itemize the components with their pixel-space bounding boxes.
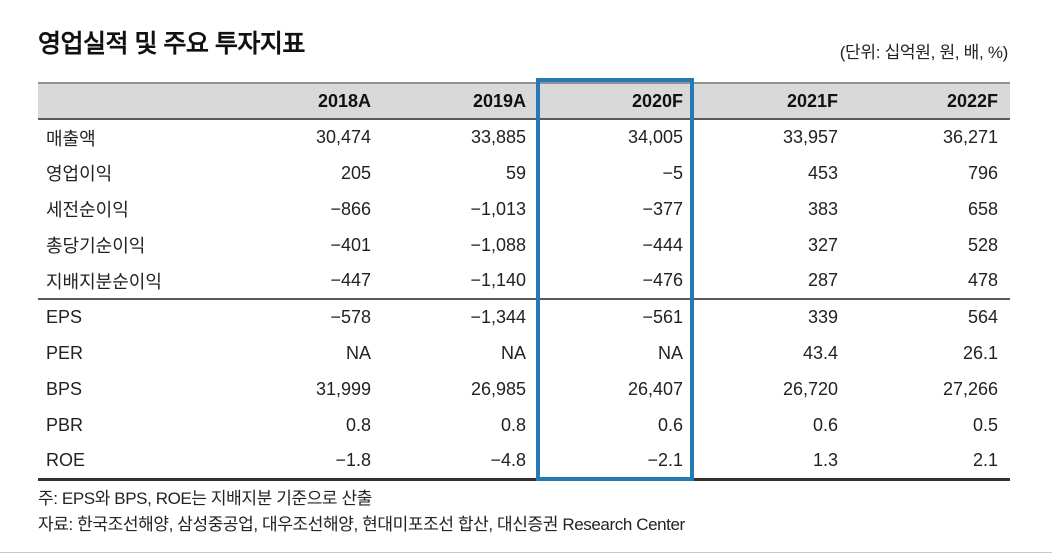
- row-label: PBR: [46, 414, 84, 435]
- cell-value: 30,474: [315, 127, 371, 147]
- cell-value: −561: [538, 298, 695, 335]
- cell-value: −578: [238, 298, 383, 335]
- cell-value: NA: [657, 342, 683, 363]
- row-label: 총당기순이익: [46, 236, 146, 256]
- table-row: PBR 0.8 0.8 0.6 0.6 0.5: [38, 407, 1010, 443]
- financial-table: 2018A 2019A 2020F 2021F 2022F 매출액 30,474 3…: [38, 82, 1010, 481]
- cell-value: −377: [642, 198, 683, 219]
- cell-value: 59: [505, 162, 526, 183]
- cell-value: −1,088: [470, 234, 526, 255]
- table-row: EPS −578 −1,344 −561 339 564: [38, 298, 1010, 335]
- table-row: 지배지분순이익 −447 −1,140 −476 287 478: [38, 263, 1010, 299]
- cell-value: −1,013: [470, 198, 526, 219]
- table-body: 매출액 30,474 33,885 34,005 33,957 36,271 영업이익 205…: [38, 119, 1010, 481]
- cell-value: −4.8: [383, 443, 538, 481]
- table-row: 매출액 30,474 33,885 34,005 33,957 36,271: [38, 119, 1010, 155]
- table-row: 영업이익 205 59 −5 453 796: [38, 155, 1010, 191]
- cell-value: −866: [330, 198, 371, 219]
- table-row: BPS 31,999 26,985 26,407 26,720 27,266: [38, 371, 1010, 407]
- cell-value: NA: [345, 342, 371, 363]
- cell-value: 34,005: [627, 127, 683, 147]
- cell-value: 26,720: [782, 378, 838, 399]
- cell-value: 658: [967, 198, 998, 219]
- cell-value: −444: [642, 234, 683, 255]
- row-label: PER: [46, 342, 84, 363]
- table-row: 세전순이익 −866 −1,013 −377 383 658: [38, 191, 1010, 227]
- unit-label: (단위: 십억원, 원, 배, %): [839, 43, 1009, 62]
- column-header-2020f: 2020F: [538, 82, 695, 120]
- cell-value: 43.4: [802, 342, 838, 363]
- cell-value: 528: [967, 234, 998, 255]
- table-row: PER NA NA NA 43.4 26.1: [38, 335, 1010, 371]
- cell-value: 478: [967, 270, 998, 290]
- cell-value: −1.8: [238, 443, 383, 481]
- cell-value: 31,999: [315, 378, 371, 399]
- cell-value: −401: [330, 234, 371, 255]
- cell-value: 27,266: [942, 378, 998, 399]
- column-header-2022f: 2022F: [850, 82, 1010, 120]
- row-label: 영업이익: [46, 164, 113, 184]
- cell-value: 453: [807, 162, 838, 183]
- cell-value: 327: [807, 234, 838, 255]
- cell-value: 287: [807, 270, 838, 290]
- table-row: 총당기순이익 −401 −1,088 −444 327 528: [38, 227, 1010, 263]
- cell-value: 205: [340, 162, 371, 183]
- row-label: ROE: [38, 443, 238, 481]
- cell-value: −5: [662, 162, 683, 183]
- cell-value: 383: [807, 198, 838, 219]
- cell-value: 564: [850, 298, 1010, 335]
- cell-value: 1.3: [695, 443, 850, 481]
- cell-value: 2.1: [850, 443, 1010, 481]
- cell-value: 33,957: [782, 127, 838, 147]
- cell-value: 0.5: [972, 414, 998, 435]
- page-title: 영업실적 및 주요 투자지표: [38, 30, 305, 58]
- cell-value: 26,407: [627, 378, 683, 399]
- footnote-source: 자료: 한국조선해양, 삼성중공업, 대우조선해양, 현대미포조선 합산, 대신…: [38, 515, 685, 534]
- cell-value: 36,271: [942, 127, 998, 147]
- cell-value: 339: [695, 298, 850, 335]
- cell-value: 33,885: [470, 127, 526, 147]
- cell-value: 0.8: [345, 414, 371, 435]
- row-label: 지배지분순이익: [46, 271, 162, 292]
- cell-value: −447: [330, 270, 371, 290]
- cell-value: 0.6: [812, 414, 838, 435]
- cell-value: −476: [642, 270, 683, 290]
- cell-value: −2.1: [538, 443, 695, 481]
- row-label: BPS: [46, 378, 83, 399]
- table-row: ROE −1.8 −4.8 −2.1 1.3 2.1: [38, 443, 1010, 481]
- row-label: EPS: [38, 298, 238, 335]
- column-header-2019a: 2019A: [383, 82, 538, 120]
- cell-value: −1,344: [383, 298, 538, 335]
- cell-value: 0.8: [500, 414, 526, 435]
- bottom-divider: [0, 552, 1052, 553]
- cell-value: 26.1: [962, 342, 998, 363]
- cell-value: 0.6: [657, 414, 683, 435]
- cell-value: 796: [967, 162, 998, 183]
- row-label: 세전순이익: [46, 200, 129, 220]
- footnote-note: 주: EPS와 BPS, ROE는 지배지분 기준으로 산출: [38, 489, 372, 508]
- cell-value: −1,140: [470, 270, 526, 290]
- cell-value: 26,985: [470, 378, 526, 399]
- table-header-row: 2018A 2019A 2020F 2021F 2022F: [38, 82, 1010, 120]
- corner-cell: [38, 82, 238, 120]
- column-header-2021f: 2021F: [695, 82, 850, 120]
- cell-value: NA: [500, 342, 526, 363]
- column-header-2018a: 2018A: [238, 82, 383, 120]
- row-label: 매출액: [46, 128, 96, 149]
